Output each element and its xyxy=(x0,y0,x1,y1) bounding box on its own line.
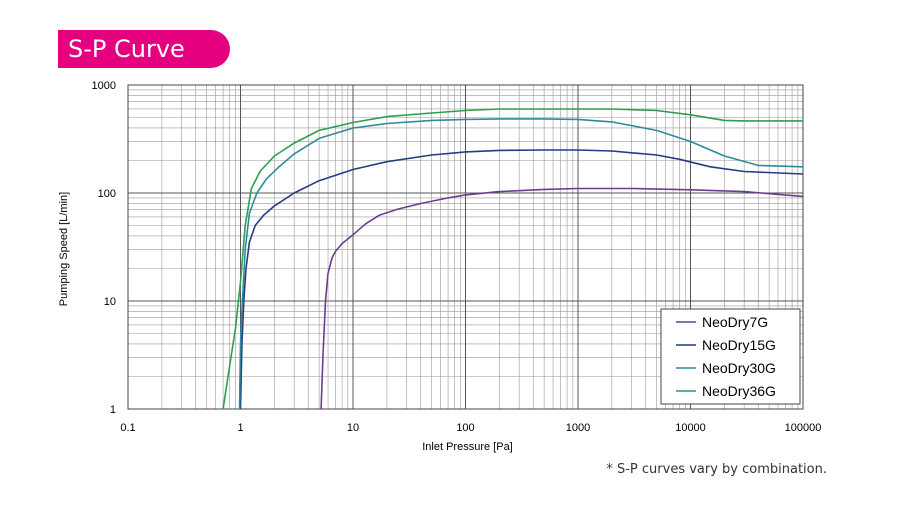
legend-box xyxy=(660,308,801,405)
series-line-neodry7g xyxy=(320,187,804,410)
legend: NeoDry7G NeoDry15G NeoDry30G NeoDry36G xyxy=(660,308,801,405)
legend-label: NeoDry36G xyxy=(702,383,776,399)
y-tick-label: 1 xyxy=(110,404,116,416)
x-tick-label: 10000 xyxy=(675,422,706,434)
x-tick-label: 1000 xyxy=(566,422,590,434)
x-tick-label: 0.1 xyxy=(120,422,135,434)
plot-frame xyxy=(127,84,804,410)
x-tick-label: 10 xyxy=(347,422,359,434)
x-tick-label: 1 xyxy=(237,422,243,434)
y-tick-labels: 1 10 100 1000 xyxy=(92,80,116,416)
legend-label: NeoDry7G xyxy=(702,314,768,330)
legend-label: NeoDry15G xyxy=(702,337,776,353)
y-axis-title: Pumping Speed [L/min] xyxy=(58,192,70,306)
series-line-neodry15g xyxy=(239,149,804,410)
x-tick-label: 100000 xyxy=(785,422,822,434)
y-tick-label: 10 xyxy=(104,296,116,308)
x-tick-labels: 0.1 1 10 100 1000 10000 100000 xyxy=(120,422,821,434)
series-line-neodry30g xyxy=(238,118,804,410)
y-tick-label: 1000 xyxy=(92,80,116,92)
footnote: * S-P curves vary by combination. xyxy=(606,462,827,477)
x-axis-title: Inlet Pressure [Pa] xyxy=(422,441,513,453)
legend-label: NeoDry30G xyxy=(702,360,776,376)
section-title-banner: S-P Curve xyxy=(58,30,230,68)
series-lines xyxy=(222,108,804,410)
series-line-neodry36g xyxy=(222,108,803,410)
x-tick-label: 100 xyxy=(456,422,474,434)
y-tick-label: 100 xyxy=(98,188,116,200)
section-title: S-P Curve xyxy=(68,35,185,63)
